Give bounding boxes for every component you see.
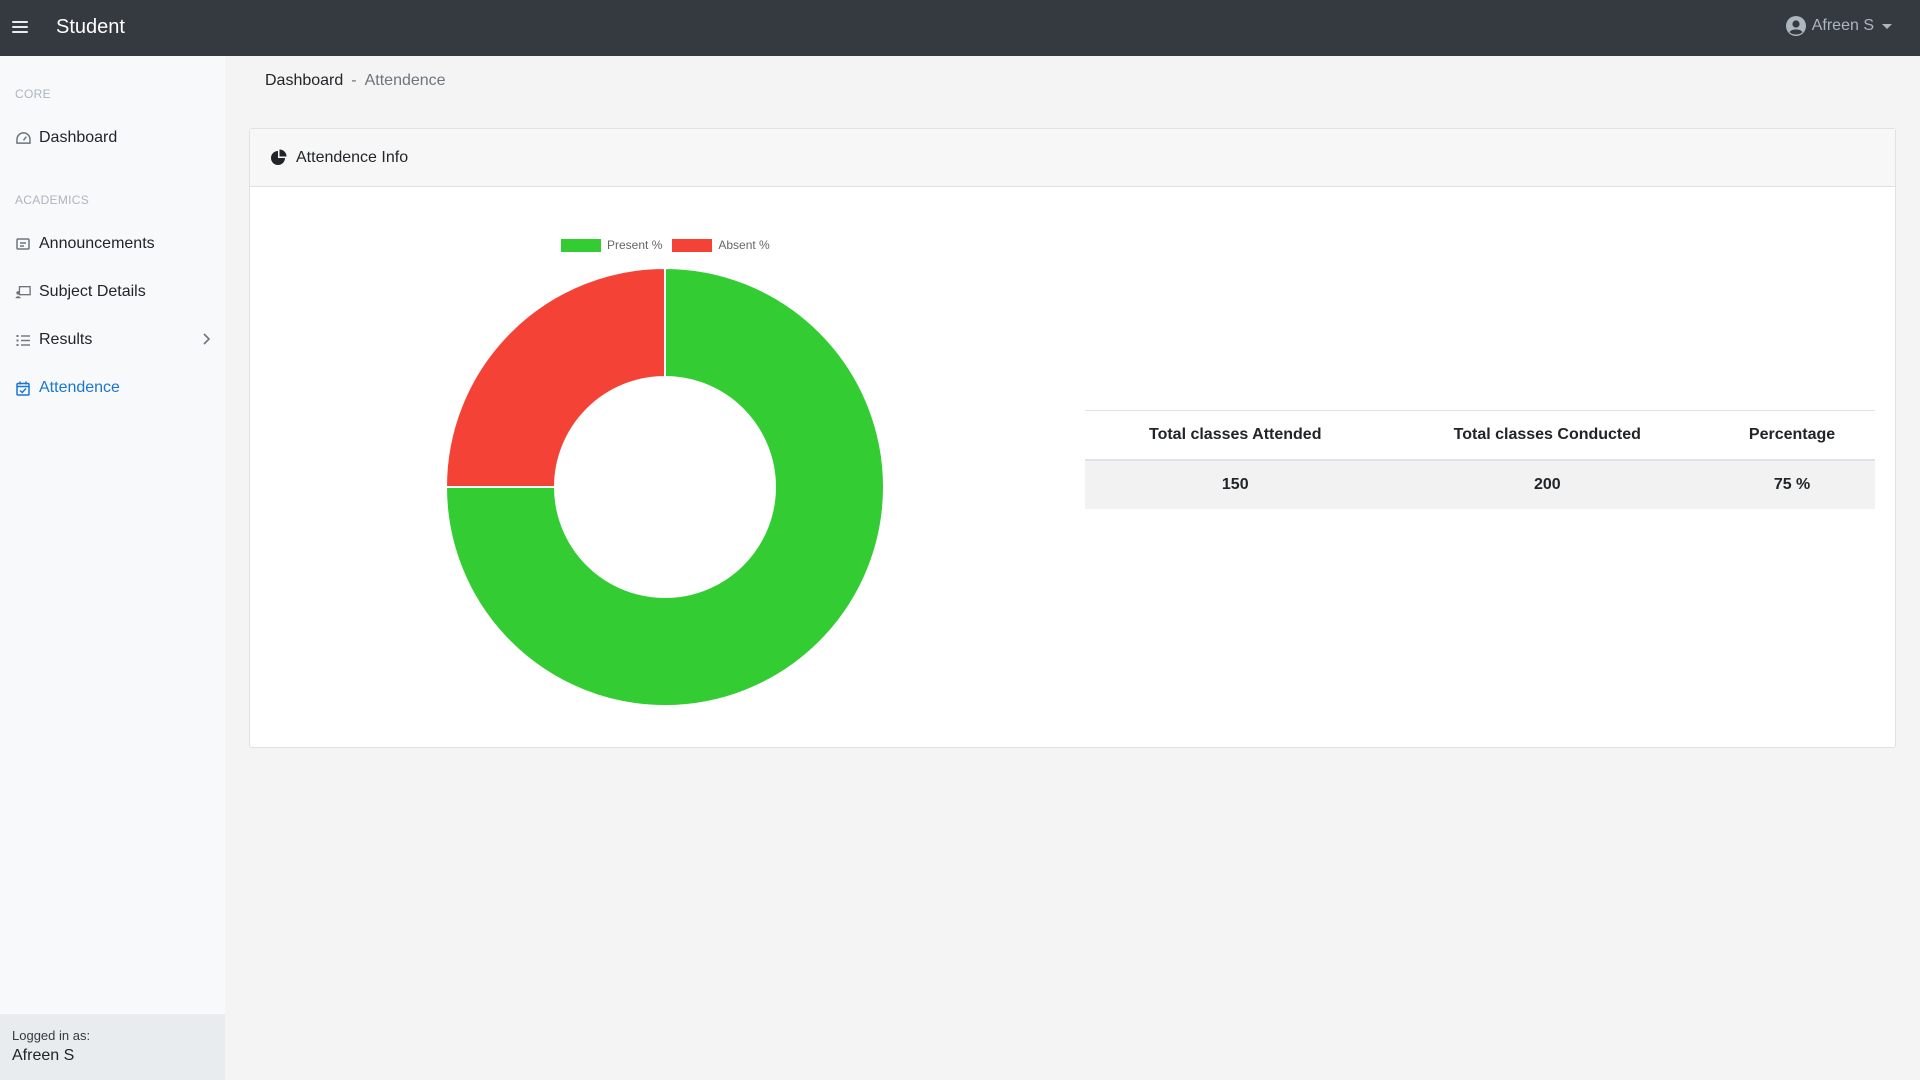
table-header-attended: Total classes Attended (1085, 410, 1386, 461)
chart-legend: Present % Absent % (561, 238, 780, 252)
legend-label-absent: Absent % (718, 238, 770, 252)
user-circle-icon (1785, 16, 1806, 36)
donut-slice-present[interactable] (444, 266, 885, 707)
legend-label-present: Present % (607, 238, 663, 252)
sidebar-item-attendence[interactable]: Attendence (15, 379, 210, 397)
logged-in-label: Logged in as: (12, 1028, 91, 1043)
attendence-card: Attendence Info Present % Absent % Total… (249, 128, 1896, 748)
attendence-chart: Present % Absent % (250, 187, 1080, 749)
sidebar-item-announcements[interactable]: Announcements (15, 235, 210, 253)
user-dropdown[interactable]: Afreen S (1785, 16, 1892, 36)
sidebar-item-label: Dashboard (39, 129, 118, 146)
cell-conducted: 200 (1385, 460, 1710, 509)
card-header: Attendence Info (250, 129, 1895, 187)
table-row: 150 200 75 % (1085, 460, 1875, 509)
logged-in-user: Afreen S (12, 1047, 75, 1064)
list-check-icon (15, 332, 31, 348)
sidebar-heading-core: CORE (15, 87, 51, 101)
announcement-icon (15, 236, 31, 252)
sidebar-toggle-icon[interactable] (12, 18, 28, 38)
donut-slice-absent[interactable] (444, 266, 666, 488)
breadcrumb: Dashboard - Attendence (265, 72, 446, 90)
dashboard-gauge-icon (15, 130, 31, 146)
chevron-right-icon (202, 332, 211, 348)
legend-swatch-present (561, 238, 601, 252)
user-name: Afreen S (1811, 17, 1874, 34)
legend-swatch-absent (672, 238, 713, 252)
chart-pie-icon (271, 149, 287, 165)
teacher-board-icon (15, 284, 31, 300)
attendence-table: Total classes Attended Total classes Con… (1085, 410, 1875, 509)
sidebar-item-label: Subject Details (39, 283, 146, 300)
breadcrumb-current: Attendence (364, 72, 446, 89)
breadcrumb-separator: - (351, 72, 357, 89)
sidebar-item-dashboard[interactable]: Dashboard (15, 129, 210, 147)
cell-percentage: 75 % (1709, 460, 1875, 509)
legend-item-absent[interactable]: Absent % (672, 238, 770, 252)
top-navbar: Student Afreen S (0, 0, 1920, 56)
sidebar: CORE Dashboard ACADEMICS Announcements S… (0, 56, 225, 1080)
table-header-percentage: Percentage (1709, 410, 1875, 461)
sidebar-footer: Logged in as: Afreen S (0, 1014, 225, 1080)
card-title: Attendence Info (296, 148, 409, 166)
sidebar-item-label: Attendence (39, 379, 120, 396)
app-title[interactable]: Student (56, 16, 125, 38)
cell-attended: 150 (1085, 460, 1386, 509)
sidebar-item-label: Announcements (39, 235, 155, 252)
legend-item-present[interactable]: Present % (561, 238, 662, 252)
sidebar-heading-academics: ACADEMICS (15, 193, 90, 207)
chevron-down-icon (1882, 23, 1892, 29)
table-header-conducted: Total classes Conducted (1385, 410, 1710, 461)
sidebar-item-label: Results (39, 331, 93, 348)
sidebar-item-subject-details[interactable]: Subject Details (15, 283, 210, 301)
calendar-check-icon (15, 380, 31, 396)
table-header-row: Total classes Attended Total classes Con… (1085, 410, 1875, 461)
doughnut-chart (444, 266, 885, 707)
sidebar-item-results[interactable]: Results (15, 331, 211, 349)
breadcrumb-dashboard-link[interactable]: Dashboard (265, 72, 344, 89)
